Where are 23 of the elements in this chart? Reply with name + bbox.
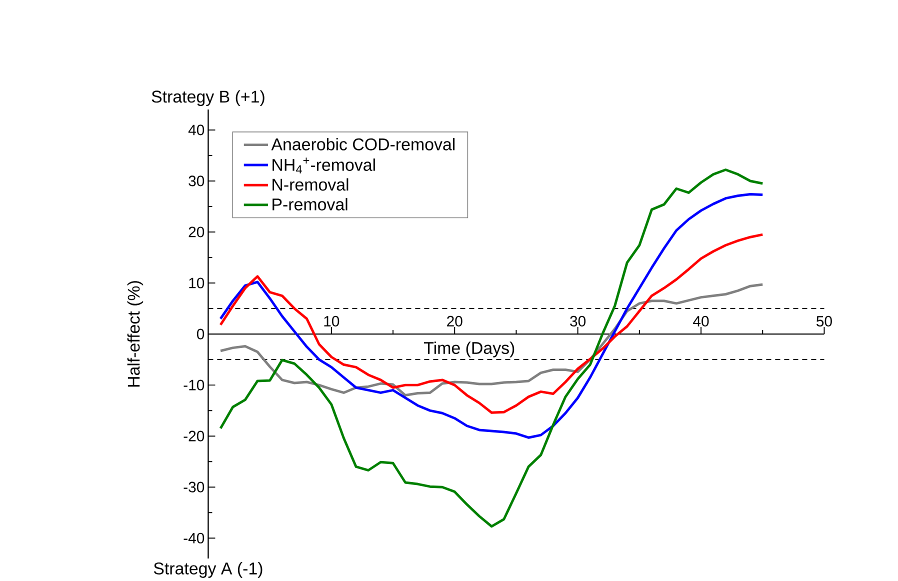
- x-tick-label: 50: [816, 316, 832, 327]
- text: Strategy A (-1): [154, 562, 262, 578]
- y-tick-label: -30: [184, 482, 204, 492]
- x-tick-label: 40: [693, 316, 709, 327]
- y-tick-label: 0: [196, 328, 204, 340]
- x-tick-label: 10: [324, 316, 340, 327]
- x-tick-label: 20: [447, 316, 462, 327]
- y-tick-label: 40: [188, 124, 204, 136]
- text: Strategy B (+1): [152, 90, 264, 106]
- y-axis-title: Half-effect (%): [127, 281, 144, 387]
- legend-label: NH$_{4}$$^{+}$-removal: [272, 158, 375, 174]
- y-tick-label: -20: [184, 430, 204, 442]
- legend-label: N-removal: [272, 178, 348, 191]
- x-axis-title: Time (Days): [424, 342, 514, 358]
- y-tick-label: 20: [188, 226, 204, 238]
- x-tick-label: 30: [570, 316, 586, 327]
- legend-label: Anaerobic COD-removal: [271, 138, 455, 150]
- y-tick-label: 10: [189, 278, 204, 288]
- y-tick-label: -40: [184, 532, 204, 544]
- legend-label: P-removal: [272, 198, 348, 210]
- line-series: [219, 233, 764, 414]
- y-tick-label: -10: [184, 380, 204, 390]
- y-tick-label: 30: [188, 176, 204, 186]
